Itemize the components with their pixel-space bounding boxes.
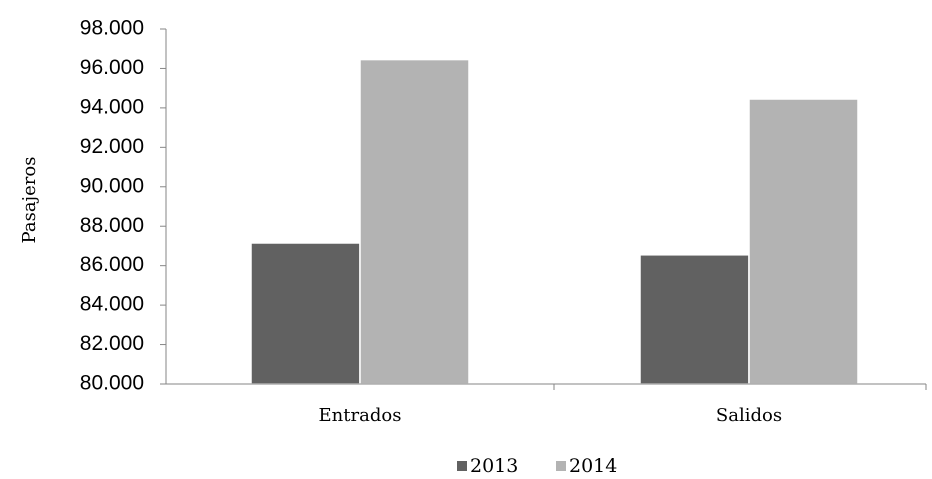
legend-swatch-2014 (556, 461, 566, 471)
legend-label-2013: 2013 (470, 455, 518, 477)
axes (165, 29, 927, 390)
bar-2014-salidos (748, 98, 859, 385)
bar-2014-entrados (359, 58, 470, 385)
legend: 2013 2014 (457, 455, 617, 477)
y-tick-label: 80.000 (80, 372, 144, 395)
legend-label-2014: 2014 (569, 455, 617, 477)
bar-2013-entrados (250, 242, 361, 385)
category-labels: Entrados Salidos (319, 405, 783, 426)
bars (250, 58, 859, 385)
y-tick-label: 82.000 (80, 332, 144, 355)
y-tick-label: 98.000 (80, 17, 144, 40)
y-tick-label: 86.000 (80, 253, 144, 276)
x-tick-label: Entrados (319, 405, 402, 426)
y-tick-label: 92.000 (80, 135, 144, 158)
y-axis-ticks: 80.000 82.000 84.000 86.000 88.000 90.000 92.0… (80, 17, 166, 395)
legend-swatch-2013 (457, 461, 467, 471)
y-tick-label: 94.000 (80, 95, 144, 118)
bar-2013-salidos (639, 254, 750, 385)
y-tick-label: 88.000 (80, 214, 144, 237)
y-tick-label: 90.000 (80, 174, 144, 197)
y-tick-label: 96.000 (80, 56, 144, 79)
y-tick-label: 84.000 (80, 293, 144, 316)
x-tick-label: Salidos (716, 405, 782, 426)
y-axis-title: Pasajeros (19, 157, 40, 244)
